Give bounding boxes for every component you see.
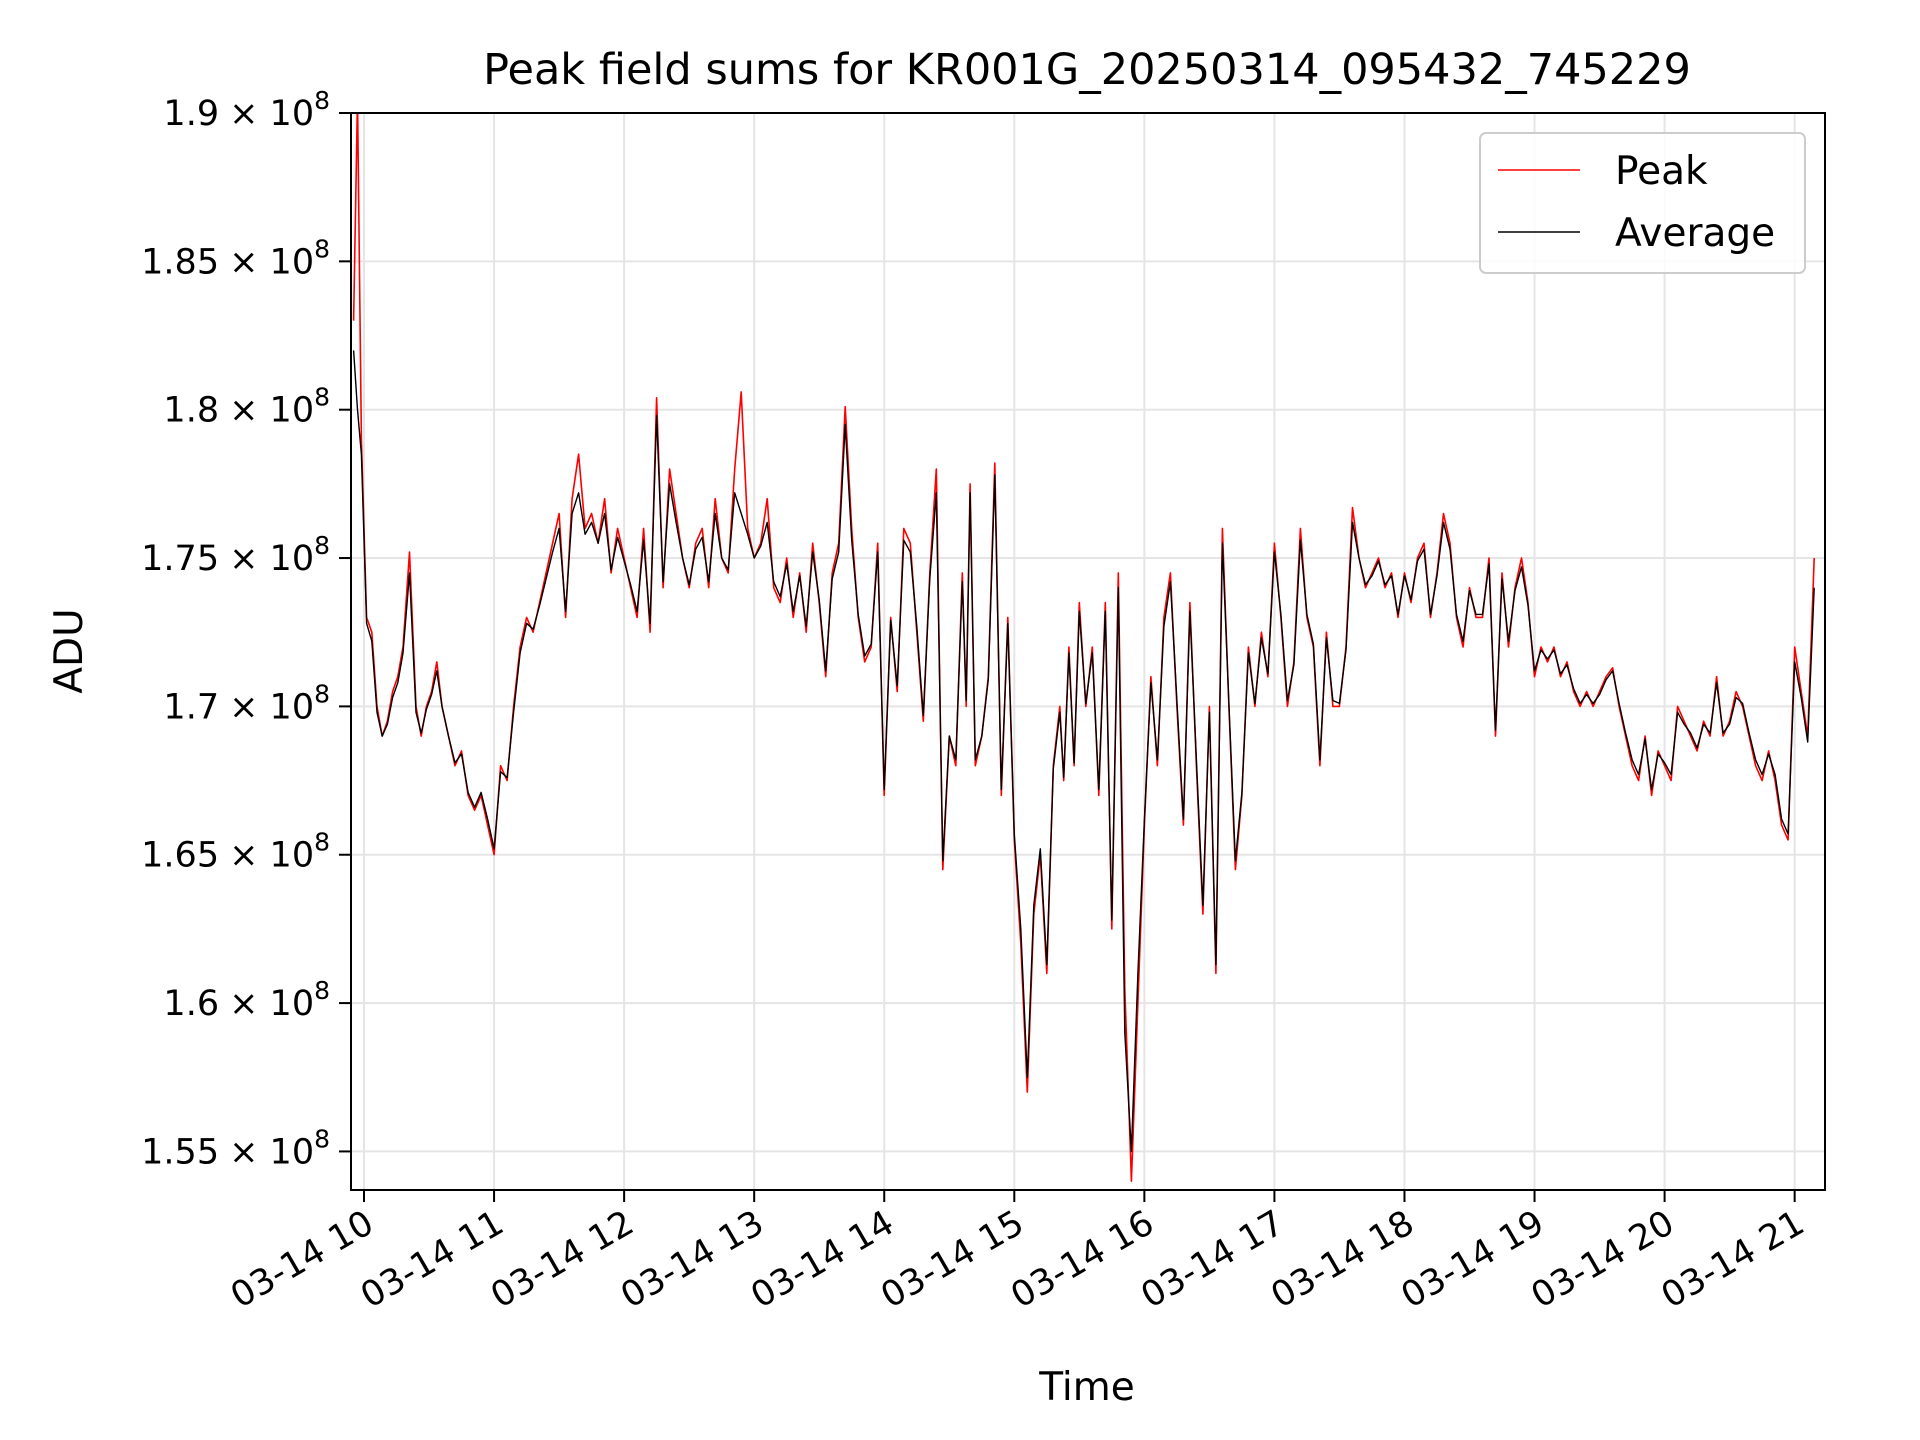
- series-line-average: [352, 350, 1815, 1153]
- y-tick-mantissa: 1.8: [163, 391, 219, 431]
- legend-box: [1479, 132, 1806, 274]
- y-tick-base: × 10: [229, 836, 314, 876]
- y-tick-mantissa: 1.55: [141, 1132, 219, 1172]
- legend-label-average: Average: [1615, 211, 1775, 256]
- y-tick-mantissa: 1.65: [141, 836, 219, 876]
- y-tick-label: 1.75 × 108: [141, 531, 330, 579]
- y-tick-exponent: 8: [314, 976, 330, 1005]
- series-layer: [352, 113, 1815, 1182]
- y-tick-exponent: 8: [314, 234, 330, 263]
- y-tick-label: 1.85 × 108: [141, 234, 330, 282]
- y-tick-label: 1.55 × 108: [141, 1124, 330, 1172]
- y-tick-base: × 10: [229, 94, 314, 134]
- legend-label-peak: Peak: [1615, 149, 1708, 194]
- y-tick-mantissa: 1.85: [141, 242, 219, 282]
- y-tick-base: × 10: [229, 984, 314, 1024]
- plot-frame: [350, 112, 1826, 1191]
- y-axis-label: ADU: [47, 608, 92, 693]
- y-tick-base: × 10: [229, 539, 314, 579]
- x-axis-label: Time: [1038, 1365, 1134, 1410]
- y-tick-exponent: 8: [314, 1124, 330, 1153]
- y-tick-exponent: 8: [314, 679, 330, 708]
- y-tick-label: 1.7 × 108: [163, 679, 330, 727]
- y-tick-mantissa: 1.75: [141, 539, 219, 579]
- y-tick-base: × 10: [229, 1132, 314, 1172]
- y-tick-base: × 10: [229, 687, 314, 727]
- y-tick-mantissa: 1.6: [163, 984, 219, 1024]
- y-tick-base: × 10: [229, 242, 314, 282]
- y-tick-label: 1.9 × 108: [163, 86, 330, 134]
- y-tick-mantissa: 1.7: [163, 687, 219, 727]
- y-tick-exponent: 8: [314, 828, 330, 857]
- y-tick-mantissa: 1.9: [163, 94, 219, 134]
- y-tick-exponent: 8: [314, 383, 330, 412]
- y-tick-label: 1.6 × 108: [163, 976, 330, 1024]
- chart-title: Peak field sums for KR001G_20250314_0954…: [483, 45, 1691, 95]
- y-tick-exponent: 8: [314, 86, 330, 115]
- y-tick-base: × 10: [229, 391, 314, 431]
- legend: Peak Average: [1479, 132, 1806, 274]
- y-tick-label: 1.65 × 108: [141, 828, 330, 876]
- y-tick-label: 1.8 × 108: [163, 383, 330, 431]
- y-tick-exponent: 8: [314, 531, 330, 560]
